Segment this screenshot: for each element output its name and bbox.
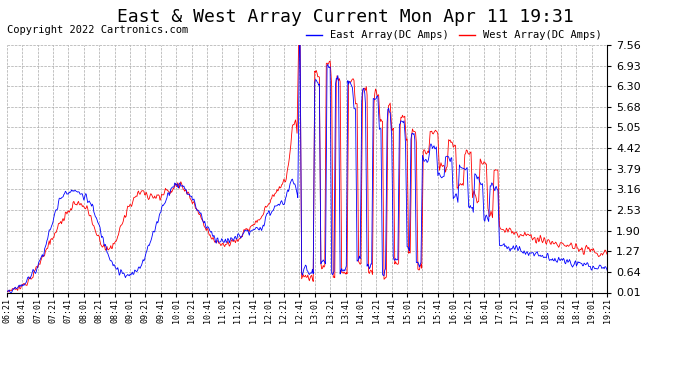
Text: East & West Array Current Mon Apr 11 19:31: East & West Array Current Mon Apr 11 19:…: [117, 8, 573, 26]
Legend: East Array(DC Amps), West Array(DC Amps): East Array(DC Amps), West Array(DC Amps): [306, 30, 602, 40]
Text: Copyright 2022 Cartronics.com: Copyright 2022 Cartronics.com: [7, 25, 188, 35]
